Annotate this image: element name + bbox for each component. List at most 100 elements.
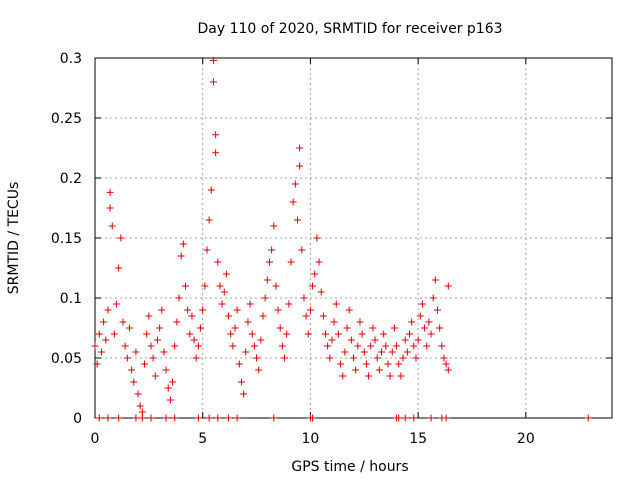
data-point bbox=[125, 324, 133, 332]
data-point bbox=[240, 390, 248, 398]
data-point bbox=[231, 324, 239, 332]
data-point bbox=[106, 188, 114, 196]
data-point bbox=[123, 354, 131, 362]
data-point bbox=[100, 318, 108, 326]
data-point bbox=[177, 252, 185, 260]
x-tick-label: 15 bbox=[409, 431, 427, 447]
data-point bbox=[309, 414, 317, 422]
data-point bbox=[220, 288, 228, 296]
data-point bbox=[212, 149, 220, 157]
data-point bbox=[397, 372, 405, 380]
data-point bbox=[436, 324, 444, 332]
data-point bbox=[246, 300, 254, 308]
data-point bbox=[132, 348, 140, 356]
y-tick-label: 0.05 bbox=[51, 351, 82, 367]
data-point bbox=[334, 330, 342, 338]
data-point bbox=[380, 330, 388, 338]
data-point bbox=[166, 396, 174, 404]
data-point bbox=[108, 222, 116, 230]
data-point bbox=[386, 372, 394, 380]
data-point bbox=[270, 414, 278, 422]
data-point bbox=[281, 354, 289, 362]
axes bbox=[94, 57, 613, 419]
data-point bbox=[416, 312, 424, 320]
y-axis-label: SRMTID / TECUs bbox=[6, 182, 22, 295]
data-point bbox=[93, 360, 101, 368]
data-point bbox=[237, 378, 245, 386]
data-point bbox=[373, 354, 381, 362]
data-point bbox=[233, 306, 241, 314]
data-point bbox=[158, 306, 166, 314]
data-point bbox=[263, 276, 271, 284]
data-point bbox=[253, 354, 261, 362]
data-point bbox=[434, 306, 442, 314]
plot-frame bbox=[94, 57, 613, 419]
data-point bbox=[121, 342, 129, 350]
data-point bbox=[186, 330, 194, 338]
data-point bbox=[184, 306, 192, 314]
data-point bbox=[214, 414, 222, 422]
data-point bbox=[328, 336, 336, 344]
y-tick-label: 0.25 bbox=[51, 111, 82, 127]
data-point bbox=[395, 414, 403, 422]
data-point bbox=[315, 258, 323, 266]
data-point bbox=[156, 324, 164, 332]
data-point bbox=[317, 288, 325, 296]
data-point bbox=[138, 408, 146, 416]
data-point bbox=[188, 312, 196, 320]
data-point bbox=[162, 414, 170, 422]
data-point bbox=[367, 342, 375, 350]
data-point bbox=[261, 294, 269, 302]
data-point bbox=[324, 342, 332, 350]
data-point bbox=[371, 336, 379, 344]
data-point bbox=[293, 216, 301, 224]
data-point bbox=[291, 180, 299, 188]
data-point bbox=[138, 414, 146, 422]
data-point bbox=[113, 300, 121, 308]
data-point bbox=[117, 234, 125, 242]
data-point bbox=[427, 330, 435, 338]
data-point bbox=[410, 342, 418, 350]
data-point bbox=[225, 414, 233, 422]
data-point bbox=[115, 264, 123, 272]
data-point bbox=[584, 414, 592, 422]
data-point bbox=[358, 330, 366, 338]
y-tick-label: 0.3 bbox=[60, 51, 82, 67]
data-point bbox=[244, 318, 252, 326]
data-point bbox=[151, 372, 159, 380]
data-point bbox=[393, 342, 401, 350]
x-tick-label: 0 bbox=[91, 431, 100, 447]
data-point bbox=[274, 306, 282, 314]
x-tick-label: 10 bbox=[302, 431, 320, 447]
data-point bbox=[128, 366, 136, 374]
data-point bbox=[298, 246, 306, 254]
data-point bbox=[352, 366, 360, 374]
data-point bbox=[95, 414, 103, 422]
data-point bbox=[285, 300, 293, 308]
data-point bbox=[255, 366, 263, 374]
data-point bbox=[406, 330, 414, 338]
data-point bbox=[321, 330, 329, 338]
data-point bbox=[242, 348, 250, 356]
data-point bbox=[173, 318, 181, 326]
data-point bbox=[91, 342, 99, 350]
data-point bbox=[302, 312, 310, 320]
data-point bbox=[337, 360, 345, 368]
data-point bbox=[408, 318, 416, 326]
data-point bbox=[197, 324, 205, 332]
data-point bbox=[162, 366, 170, 374]
data-point bbox=[115, 414, 123, 422]
data-point bbox=[418, 300, 426, 308]
data-point bbox=[225, 312, 233, 320]
data-point bbox=[106, 204, 114, 212]
data-point bbox=[227, 330, 235, 338]
data-point bbox=[203, 246, 211, 254]
data-point bbox=[304, 330, 312, 338]
data-point bbox=[205, 414, 213, 422]
data-point bbox=[259, 312, 267, 320]
data-point bbox=[444, 282, 452, 290]
data-point bbox=[209, 56, 217, 64]
data-point bbox=[175, 294, 183, 302]
data-point bbox=[438, 342, 446, 350]
